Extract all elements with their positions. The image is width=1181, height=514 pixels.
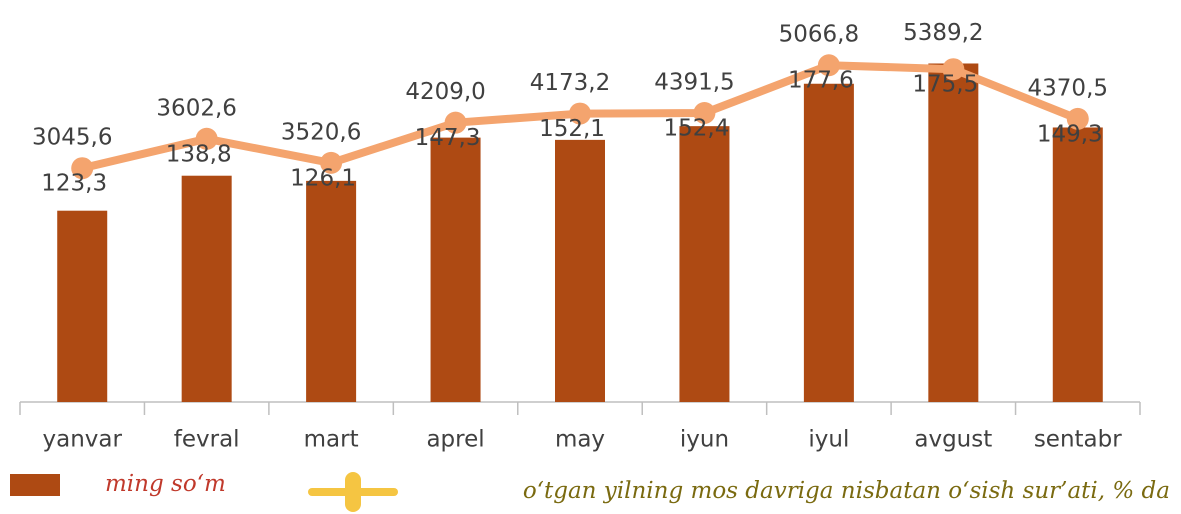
- legend-swatch: [10, 474, 60, 496]
- x-tick-label: mart: [304, 427, 359, 453]
- x-tick-label: avgust: [914, 427, 992, 453]
- legend-label: o‘tgan yilning mos davriga nisbatan o‘si…: [523, 478, 1170, 504]
- bar-value-label: 3045,6: [32, 125, 112, 151]
- legend-marker: [345, 472, 361, 512]
- line-value-label: 138,8: [166, 141, 232, 167]
- bar-value-label: 4370,5: [1028, 75, 1108, 101]
- x-tick-label: fevral: [174, 427, 240, 453]
- bar-value-label: 5389,2: [903, 20, 983, 46]
- legend-label: ming so‘m: [105, 471, 226, 497]
- bar-value-label: 5066,8: [779, 22, 859, 48]
- line-value-label: 152,4: [664, 116, 730, 142]
- line-marker: [71, 157, 94, 180]
- x-tick-label: aprel: [426, 427, 484, 453]
- line-value-label: 149,3: [1037, 121, 1103, 147]
- x-tick-label: iyul: [808, 427, 849, 453]
- bar: [928, 63, 979, 402]
- line-value-label: 175,5: [912, 72, 978, 98]
- line-marker: [817, 54, 840, 77]
- x-tick-label: yanvar: [42, 427, 122, 453]
- bar: [555, 139, 605, 402]
- line-marker: [942, 58, 965, 81]
- line-marker: [195, 127, 218, 150]
- bar-value-label: 4173,2: [530, 70, 610, 96]
- bar: [181, 175, 232, 402]
- bar: [679, 126, 730, 402]
- line-marker: [320, 151, 343, 174]
- bar: [306, 180, 357, 402]
- bar-value-label: 4209,0: [405, 79, 485, 105]
- line-value-label: 123,3: [41, 171, 107, 197]
- bar-value-label: 4391,5: [654, 70, 734, 96]
- x-tick-label: sentabr: [1034, 427, 1122, 453]
- bar: [57, 210, 108, 402]
- bar: [430, 137, 481, 402]
- bar-value-label: 3520,6: [281, 119, 361, 145]
- line-value-label: 147,3: [415, 125, 481, 151]
- bar-value-label: 3602,6: [156, 95, 236, 121]
- line-value-label: 177,6: [788, 68, 854, 94]
- line-marker: [569, 102, 591, 125]
- line-value-label: 152,1: [539, 116, 605, 142]
- line-marker: [444, 111, 467, 134]
- x-tick-label: iyun: [680, 427, 729, 453]
- bar: [1052, 127, 1103, 402]
- x-tick-label: may: [555, 427, 605, 453]
- bar: [803, 83, 854, 402]
- line-value-label: 126,1: [290, 165, 356, 191]
- line-marker: [1066, 107, 1089, 130]
- line-marker: [693, 102, 716, 125]
